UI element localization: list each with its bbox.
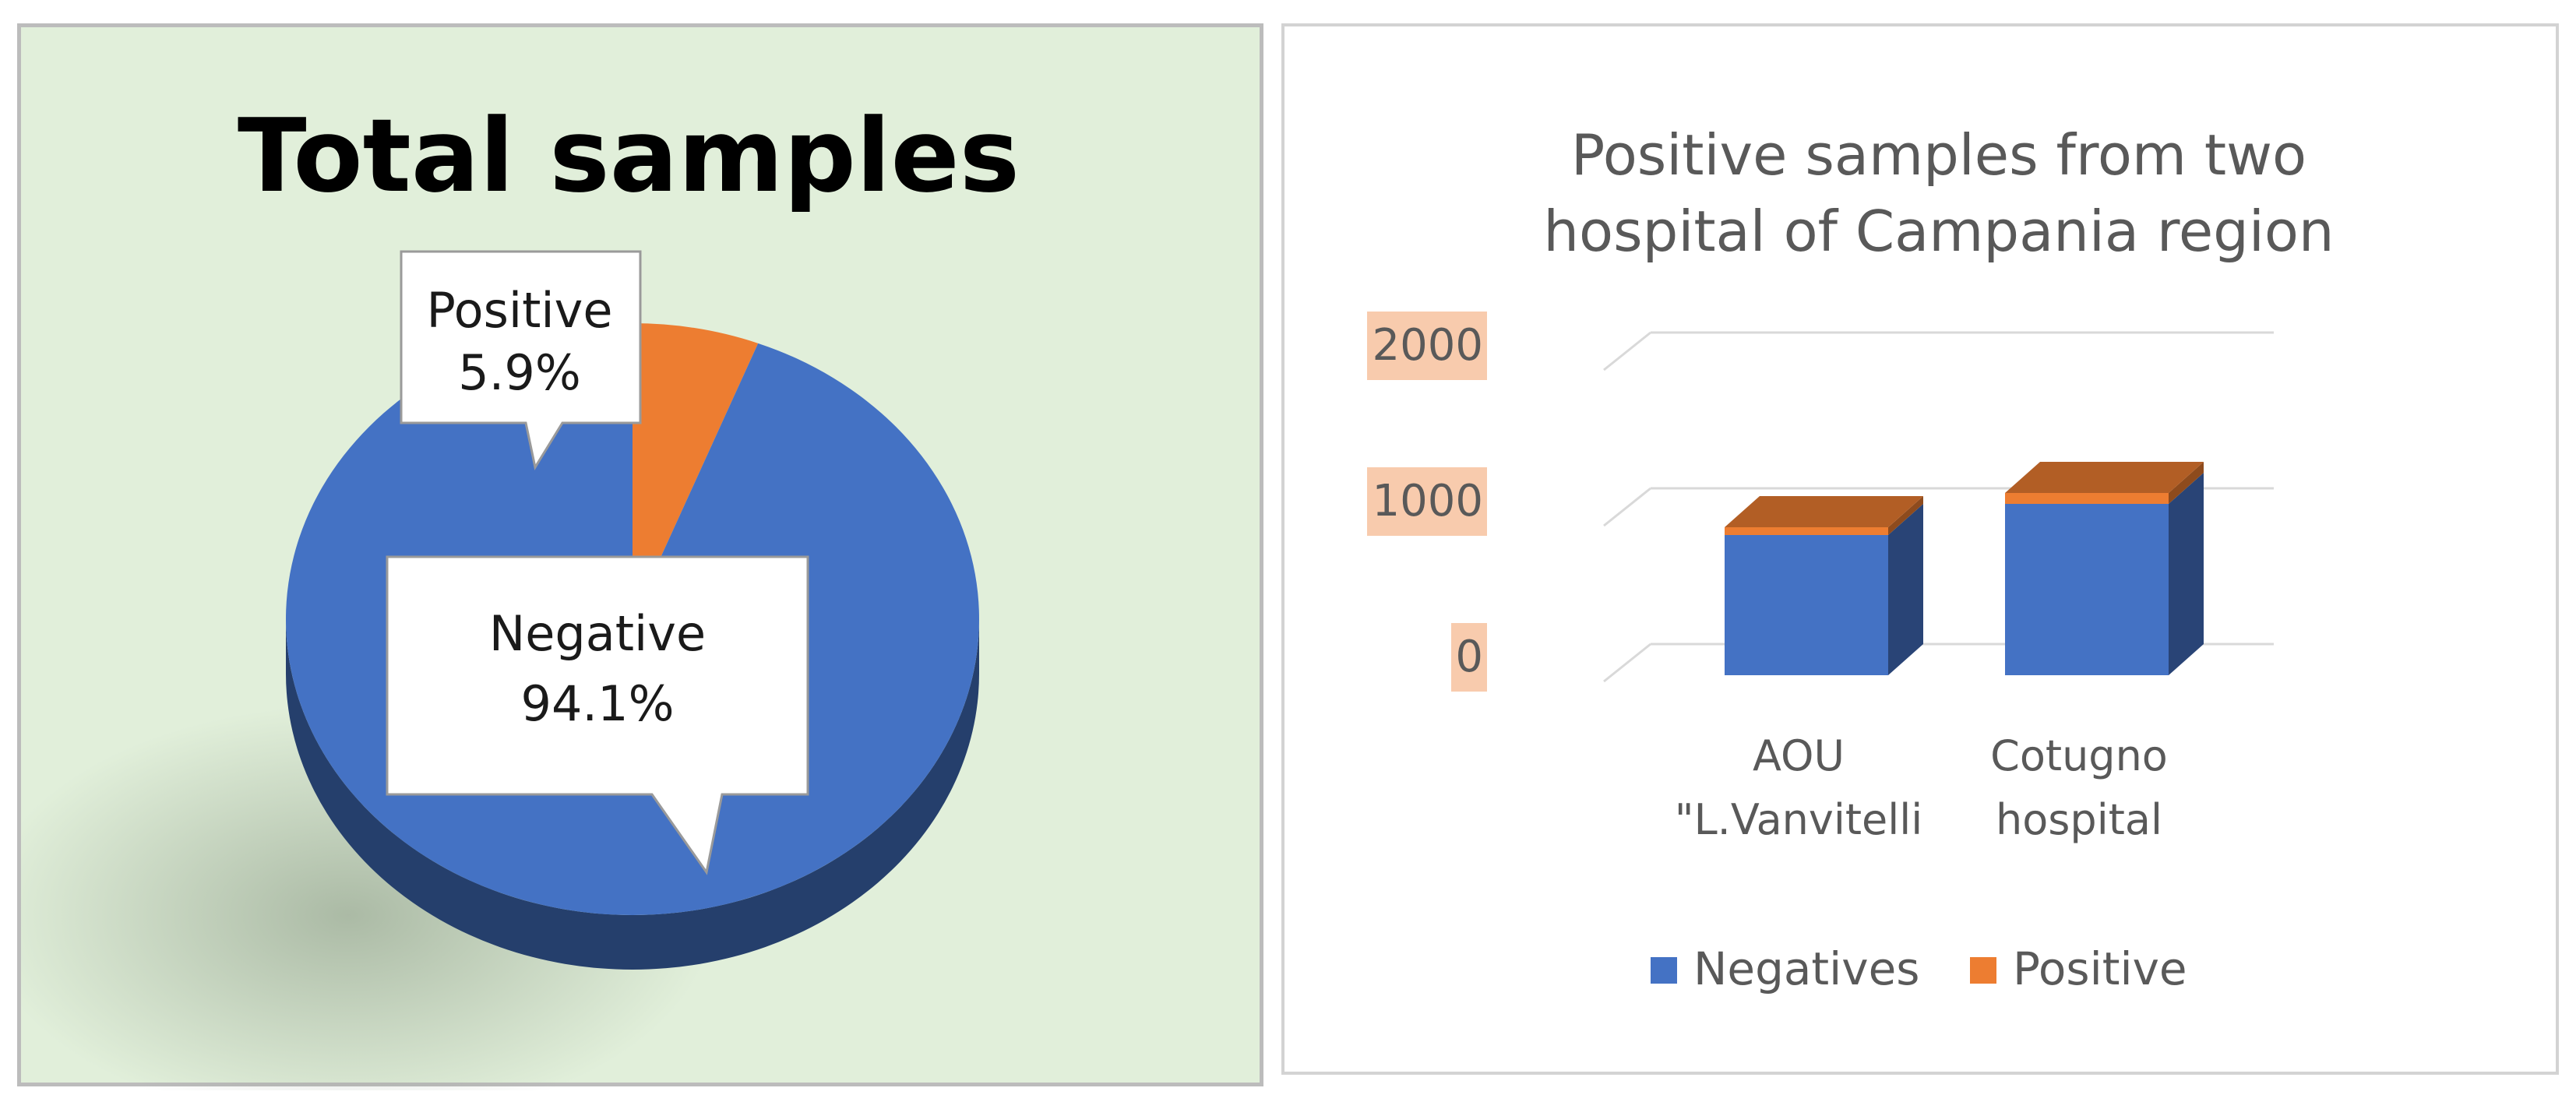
svg-text:2000: 2000 (1372, 320, 1483, 371)
svg-text:0: 0 (1455, 632, 1483, 682)
bar-title-line-1: Positive samples from two (1571, 122, 2306, 188)
bar-positive-side-2 (2169, 462, 2204, 504)
svg-text:Cotugno: Cotugno (1990, 731, 2168, 780)
category-label-2: Cotugno hospital (1990, 731, 2168, 844)
bar-negatives-side-1 (1888, 504, 1923, 675)
legend-item-positive: Positive (1970, 942, 2187, 995)
legend-item-negatives: Negatives (1651, 942, 1920, 995)
callout-positive-value: 5.9% (458, 344, 581, 401)
svg-text:1000: 1000 (1372, 476, 1483, 526)
legend: Negatives Positive (1651, 942, 2187, 995)
callout-negative: Negative 94.1% (386, 555, 809, 875)
bar-top-2 (2005, 462, 2204, 493)
callout-negative-label: Negative (489, 605, 706, 662)
bar-negatives-2 (2005, 504, 2169, 675)
svg-text:"L.Vanvitelli: "L.Vanvitelli (1675, 795, 1923, 844)
svg-text:AOU: AOU (1753, 731, 1845, 780)
svg-text:hospital: hospital (1996, 795, 2162, 844)
bar-group: 2000 1000 0 AOU "L.Vanvitelli Cotugno hospital… (1367, 312, 2274, 995)
svg-text:Negatives: Negatives (1693, 942, 1920, 995)
callout-positive-label: Positive (426, 282, 612, 339)
bar-stack-1 (1725, 496, 1923, 675)
bar-top-1 (1725, 496, 1923, 527)
bar-chart-svg: Positive samples from two hospital of Ca… (1367, 122, 2335, 995)
bar-negatives-side-2 (2169, 473, 2204, 675)
pie-chart-panel: Total samples Positive 5.9% Negative 94.1% (17, 23, 1263, 1090)
callout-negative-value: 94.1% (521, 675, 675, 732)
bar-title-line-2: hospital of Campania region (1543, 199, 2334, 264)
bar-chart-panel: Positive samples from two hospital of Ca… (1281, 23, 2559, 1075)
gridline-2000 (1603, 331, 2274, 371)
ytick-2000: 2000 (1367, 312, 1487, 380)
bar-negatives-1 (1725, 535, 1888, 675)
ytick-0: 0 (1451, 623, 1487, 692)
bar-stack-2 (2005, 462, 2204, 675)
ytick-1000: 1000 (1367, 467, 1487, 536)
pie-title: Total samples (238, 97, 1020, 215)
pie-side (286, 619, 979, 970)
pie-slice-positive (633, 323, 759, 619)
bar-positive-side-1 (1888, 496, 1923, 535)
bar-positive-2 (2005, 493, 2169, 504)
category-label-1: AOU "L.Vanvitelli (1675, 731, 1923, 844)
bar-positive-1 (1725, 527, 1888, 535)
svg-text:Positive: Positive (2013, 942, 2187, 995)
